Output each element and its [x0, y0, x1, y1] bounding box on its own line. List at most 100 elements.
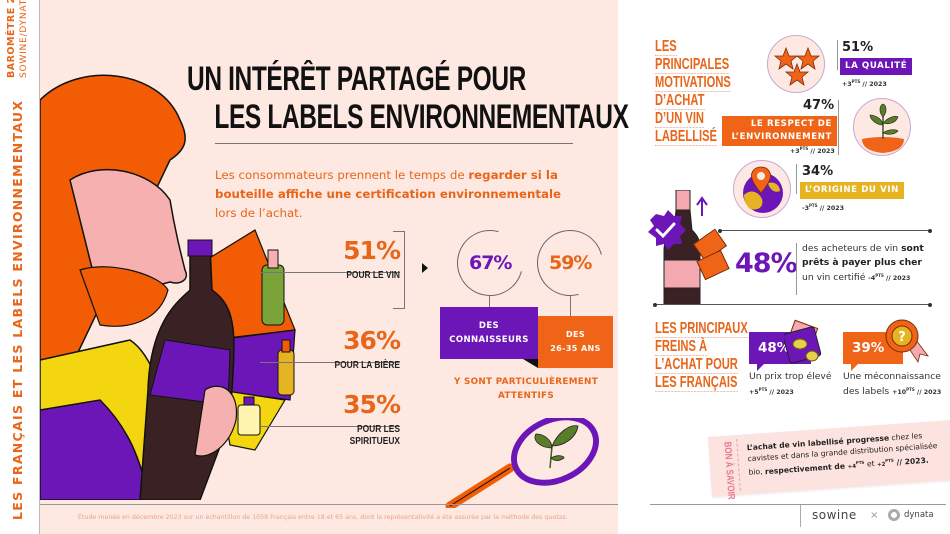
magnifier-plant-icon — [445, 418, 599, 508]
stat-spirits-rule — [260, 426, 400, 427]
stat-beer-rule — [260, 362, 400, 363]
segment-26-35-pct: 59% — [548, 251, 592, 274]
pay-delta: -4 — [868, 275, 876, 283]
brake-price-delta: +5 — [749, 389, 759, 397]
svg-text:?: ? — [898, 330, 906, 345]
mot1-unit: PTS — [851, 79, 861, 84]
pay-year: // 2023 — [886, 275, 911, 283]
mot3-pct: 34% — [802, 164, 834, 179]
title-line-1: UN INTÉRÊT PARTAGÉ POUR — [187, 60, 526, 98]
stat-spirits-pct: 35% — [343, 390, 401, 419]
stat-spirits-label: POUR LES SPIRITUEUX — [349, 423, 400, 447]
mot1-vbar — [837, 40, 838, 70]
rib1-l1: DES — [478, 321, 500, 331]
footer-rule-left — [40, 504, 618, 505]
mot2-pct: 47% — [803, 98, 835, 113]
logo-separator — [800, 505, 801, 527]
arrow-right-icon — [422, 263, 428, 273]
intro-bold: regarder si la bouteille affiche une cer… — [215, 168, 562, 201]
pay-bold: sont prêts à payer plus cher — [802, 243, 924, 268]
rib1-l2: CONNAISSEURS — [449, 335, 529, 345]
mot2-delta: +3PTS // 2023 — [790, 146, 835, 155]
mot2-year: // 2023 — [810, 148, 835, 156]
mot1-pct: 51% — [842, 40, 874, 55]
pay-vbar — [796, 243, 797, 295]
footnote: Étude menée en décembre 2023 sur un écha… — [78, 514, 568, 521]
wallet-coins-icon — [784, 319, 822, 364]
globe-pin-icon — [733, 160, 791, 218]
barometre-label: BAROMÈTRE 2024 — [6, 0, 17, 78]
mot2-unit: PTS — [799, 146, 809, 151]
stat-wine-label: POUR LE VIN — [346, 269, 400, 281]
good-to-know-note: BON À SAVOIR L’achat de vin labellisé pr… — [708, 419, 950, 501]
man-holding-wine-illustration — [40, 74, 296, 500]
sidebar-title: LES FRANÇAIS ET LES LABELS ENVIRONNEMENT… — [10, 99, 25, 520]
brake-price-unit: PTS — [758, 387, 768, 392]
ribbon-fold — [523, 359, 538, 368]
mot3-delta-val: -3 — [802, 205, 809, 213]
divider-bottom — [653, 302, 932, 307]
mot2-delta-val: +3 — [790, 148, 800, 156]
brk-title-l2: FREINS À — [655, 338, 708, 356]
stem-2 — [570, 296, 571, 318]
mot1-delta-val: +3 — [842, 81, 852, 89]
mot3-unit: PTS — [809, 203, 818, 208]
brk-title-l3: L’ACHAT POUR — [655, 356, 738, 374]
stat-beer-pct: 36% — [343, 326, 401, 355]
brake-labels-line2: des labels — [843, 386, 893, 398]
divider-top — [718, 228, 932, 233]
brake-price-pct: 48% — [758, 340, 791, 356]
mot2-l1: LE RESPECT DE — [750, 119, 832, 129]
mot1-delta: +3PTS // 2023 — [842, 79, 887, 88]
good-to-know-tag: BON À SAVOIR — [721, 441, 737, 501]
pay-more-text: des acheteurs de vin sont prêts à payer … — [802, 242, 932, 286]
mot2-l2: L’ENVIRONNEMENT — [731, 132, 832, 142]
segments-caption: Y SONT PARTICULIÈREMENT ATTENTIFS — [440, 375, 612, 403]
brake-labels-unit: PTS — [906, 387, 915, 392]
stat-wine-rule — [260, 272, 400, 273]
plant-icon — [853, 98, 911, 156]
stat-beer: 36% POUR LA BIÈRE — [260, 326, 401, 371]
pay-text1: des acheteurs de vin — [802, 243, 902, 254]
intro-part2: lors de l’achat. — [215, 206, 303, 220]
title-line-2: LES LABELS ENVIRONNEMENTAUX — [214, 98, 629, 136]
gtk-year: // 2023. — [893, 455, 929, 467]
certified-bottle-icon — [648, 190, 730, 305]
brake-labels-year: // 2023 — [916, 389, 942, 397]
footer-rule-right — [650, 504, 946, 505]
gtk-unit2: PTS — [885, 457, 894, 463]
caption-l2: ATTENTIFS — [497, 391, 555, 401]
pay-more-pct: 48% — [735, 248, 798, 279]
source-label: SOWINE/DYNATA — [19, 0, 29, 78]
dynata-logo-icon — [888, 509, 900, 521]
question-badge-icon: ? — [885, 319, 929, 363]
intro-part1: Les consommateurs prennent le temps de — [215, 168, 469, 182]
gtk-bold2: respectivement de — [764, 460, 848, 476]
brake-price-text: Un prix trop élevé +5PTS // 2023 — [749, 370, 832, 399]
caption-l1: Y SONT PARTICULIÈREMENT — [453, 377, 599, 387]
sowine-logo: sowine — [812, 508, 857, 522]
mot3-year: // 2023 — [819, 205, 845, 213]
mot2-label: LE RESPECT DE L’ENVIRONNEMENT — [722, 116, 837, 146]
ribbon-26-35: DES 26-35 ANS — [538, 316, 613, 368]
stat-spirits: 35% POUR LES SPIRITUEUX — [260, 390, 401, 447]
intro-text: Les consommateurs prennent le temps de r… — [215, 166, 585, 223]
brake-labels-delta: +10 — [892, 389, 907, 397]
stem-1 — [489, 296, 490, 310]
rib2-l2: 26-35 ANS — [550, 344, 601, 353]
brakes-title: LES PRINCIPAUX FREINS À L’ACHAT POUR LES… — [655, 320, 748, 392]
pay-unit: PTS — [875, 273, 884, 278]
mot2-vbar — [838, 100, 839, 155]
mot-title-l3: MOTIVATIONS — [655, 74, 731, 92]
brk-title-l4: LES FRANÇAIS — [655, 374, 738, 392]
mot3-label: L’ORIGINE DU VIN — [800, 182, 904, 199]
mot3-delta: -3PTS // 2023 — [802, 203, 844, 212]
motivations-title: LES PRINCIPALES MOTIVATIONS D’ACHAT D’UN… — [655, 38, 731, 146]
dynata-logo: dynata — [904, 510, 934, 520]
brake-labels-pct: 39% — [852, 340, 885, 356]
rib2-l1: DES — [565, 330, 586, 339]
stat-wine-pct: 51% — [343, 236, 401, 265]
stat-wine: 51% POUR LE VIN — [260, 236, 401, 281]
stat-beer-label: POUR LA BIÈRE — [334, 359, 401, 371]
good-to-know-text: L’achat de vin labellisé progresse chez … — [746, 428, 948, 479]
